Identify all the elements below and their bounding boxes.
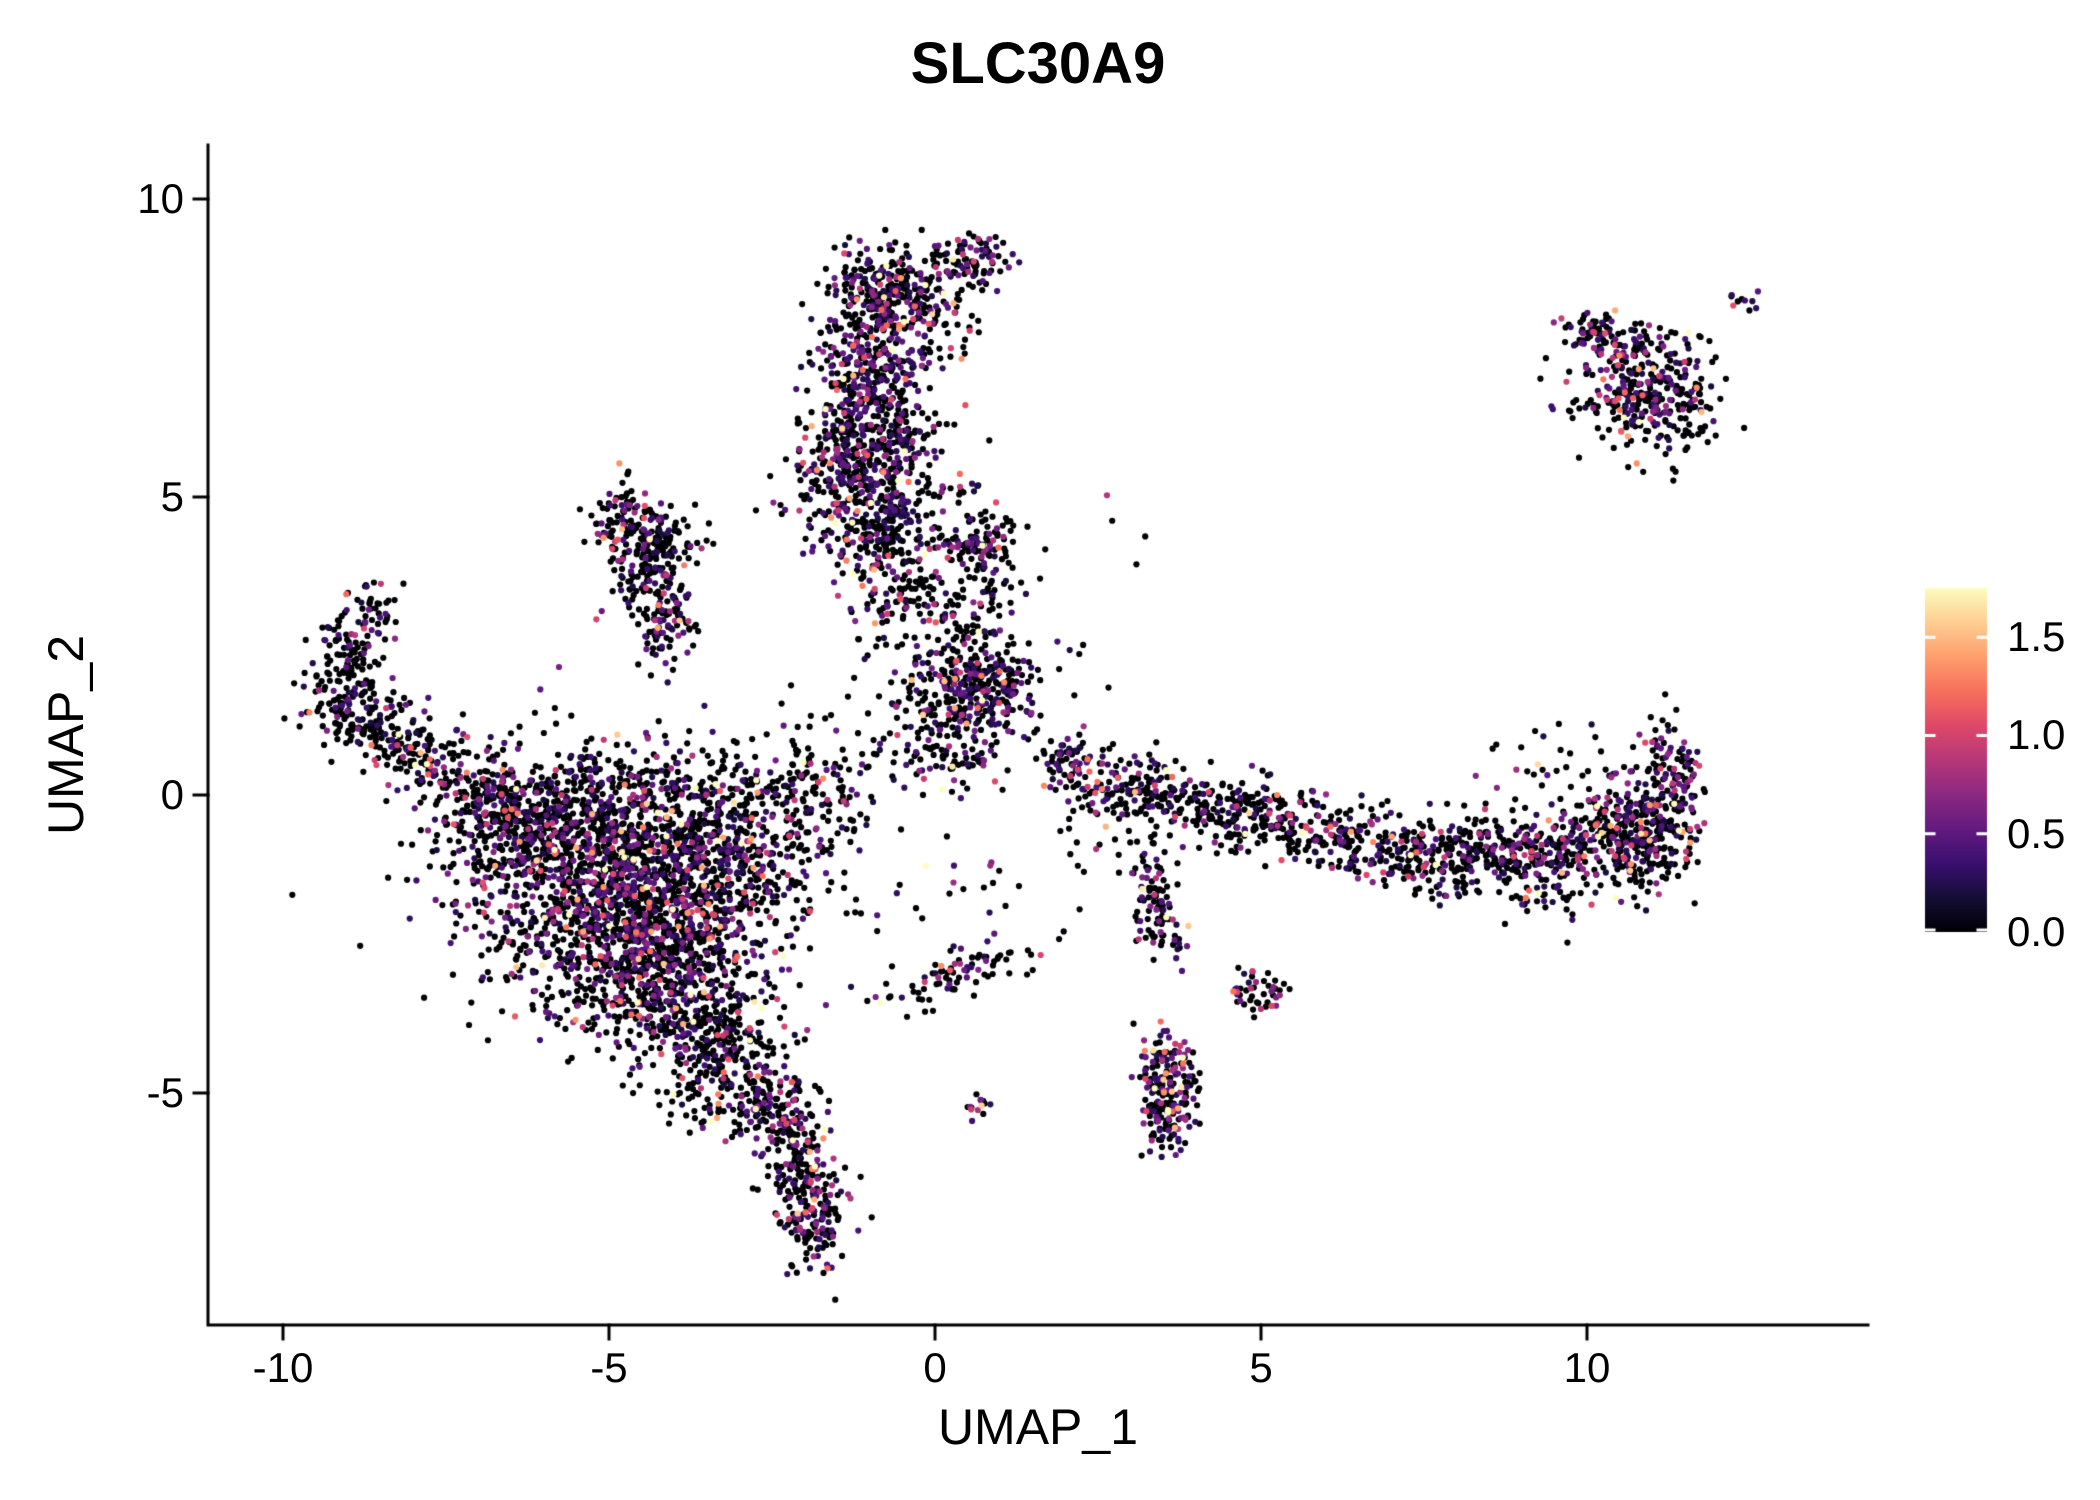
plot-title: SLC30A9 (910, 31, 1166, 96)
y-tick-label: 5 (160, 473, 184, 520)
legend-tick-label: 1.0 (2007, 711, 2066, 759)
x-tick-label: 5 (1249, 1344, 1273, 1391)
x-tick-label: -5 (590, 1344, 628, 1391)
legend-tick-label: 1.5 (2007, 613, 2066, 661)
x-tick-label: 0 (923, 1344, 947, 1391)
legend-tick-label: 0.0 (2007, 908, 2066, 955)
x-tick-label: -10 (252, 1344, 314, 1391)
y-tick-label: 10 (137, 175, 184, 222)
x-axis-title: UMAP_1 (937, 1399, 1139, 1455)
y-tick-label: -5 (146, 1069, 184, 1116)
x-tick-label: 10 (1563, 1344, 1611, 1391)
y-tick-label: 0 (160, 771, 184, 818)
y-axis-title: UMAP_2 (38, 634, 94, 836)
legend-tick-label: 0.5 (2007, 809, 2066, 857)
